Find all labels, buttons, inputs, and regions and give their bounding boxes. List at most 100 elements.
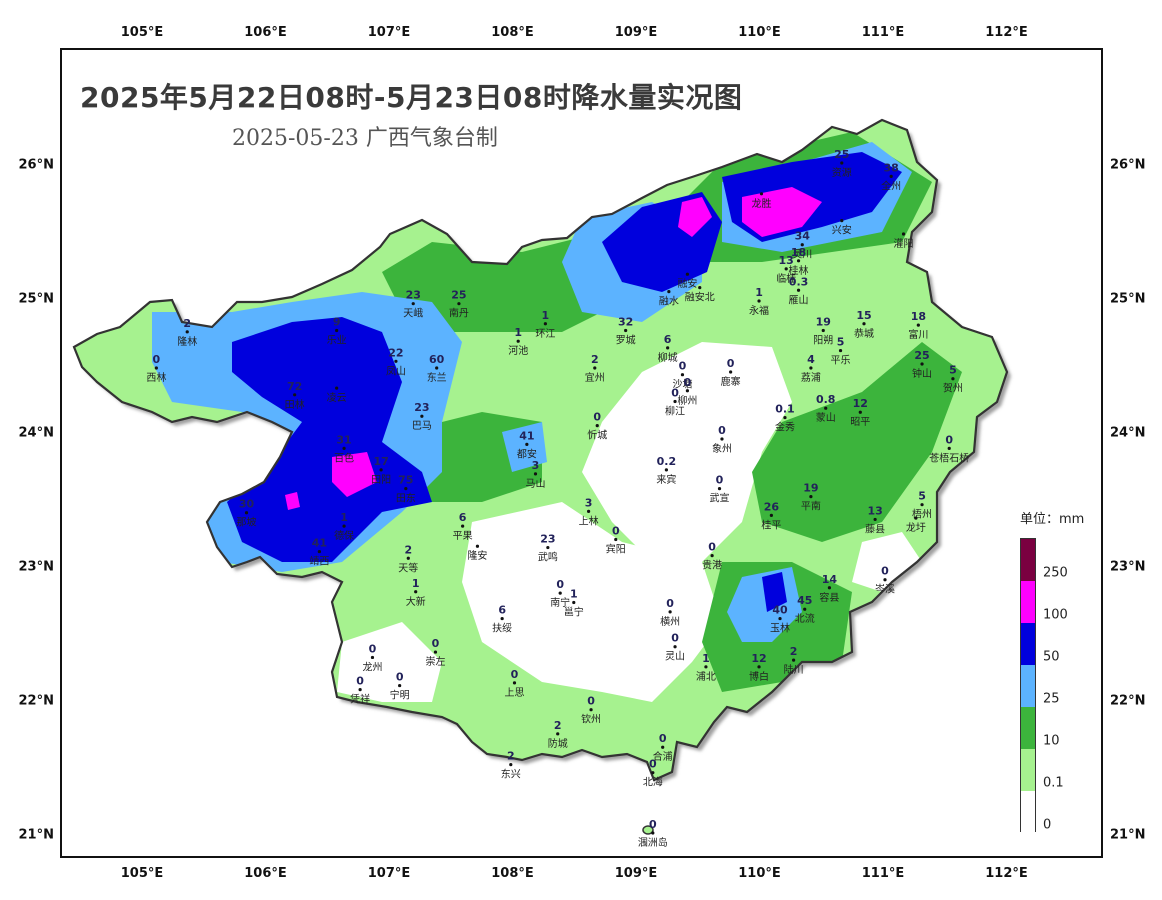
station-marker: 5 平乐 <box>831 336 851 367</box>
station-dot <box>614 537 618 542</box>
station-name: 北流 <box>795 612 815 625</box>
station-name: 防城 <box>548 737 568 750</box>
station-marker: 0 崇左 <box>425 637 445 668</box>
station-marker: 14 容县 <box>819 573 839 604</box>
station-dot <box>680 373 685 377</box>
station-value: 0 <box>727 357 735 370</box>
station-dot <box>589 708 593 712</box>
station-marker: 0 贵港 <box>702 541 722 572</box>
station-value: 0.2 <box>657 455 677 468</box>
station-marker: 34 灵川 <box>792 230 812 261</box>
station-marker: 0 忻城 <box>587 411 607 442</box>
station-name: 龙州 <box>362 660 382 673</box>
lat-tick-right: 24°N <box>1110 425 1146 441</box>
station-name: 容县 <box>819 591 839 604</box>
station-dot <box>595 424 599 428</box>
station-dot <box>398 683 402 688</box>
lon-tick-bottom: 105°E <box>120 866 164 881</box>
station-marker: 5 贺州 <box>943 364 963 395</box>
station-marker: 41 靖西 <box>309 537 329 568</box>
station-marker: 0 鹿寨 <box>721 357 741 388</box>
station-value: 0.3 <box>789 275 809 288</box>
station-dot <box>840 161 844 165</box>
station-marker: 0沙塘 <box>672 360 692 391</box>
station-value: 9 <box>333 315 341 328</box>
station-name: 灌阳 <box>894 238 914 250</box>
station-marker: 1 环江 <box>535 309 555 340</box>
station-value: 0 <box>153 353 161 366</box>
station-marker: 0 西林 <box>146 353 166 384</box>
lon-tick-top: 105°E <box>120 25 164 40</box>
very-heavy-north <box>678 197 712 237</box>
station-dot <box>729 370 733 374</box>
station-name: 玉林 <box>770 622 790 635</box>
station-value: 5 <box>918 490 926 503</box>
station-marker: 13 临桂 <box>776 254 796 285</box>
station-dot <box>624 328 628 333</box>
station-name: 苍梧石桥 <box>929 451 969 464</box>
station-value: 5 <box>837 336 845 349</box>
station-value: 15 <box>856 309 871 322</box>
station-marker: 38 全州 <box>881 161 901 192</box>
station-marker: 23 天峨 <box>403 289 423 320</box>
station-dot <box>543 322 547 326</box>
station-dot <box>317 549 321 554</box>
station-dot <box>800 243 804 247</box>
station-name: 那坡 <box>237 516 257 529</box>
station-value: 19 <box>816 315 831 328</box>
station-name: 乐业 <box>327 334 347 346</box>
station-marker: 30 那坡 <box>237 498 257 529</box>
station-marker: 13 藤县 <box>865 504 885 535</box>
station-dot <box>154 366 158 370</box>
station-name: 藤县 <box>865 523 885 535</box>
station-marker: 兴安 <box>832 219 852 237</box>
lat-tick-right: 22°N <box>1110 693 1146 709</box>
station-value: 0 <box>356 675 364 688</box>
station-dot <box>533 472 538 476</box>
station-marker: 12 昭平 <box>850 397 870 428</box>
station-marker: 0 龙州 <box>362 642 382 673</box>
station-value: 22 <box>388 346 403 359</box>
station-value: 0 <box>671 632 679 645</box>
station-marker: 32 罗城 <box>616 315 636 346</box>
station-marker: 23 武鸣 <box>538 533 558 564</box>
lon-tick-top: 107°E <box>367 25 411 40</box>
station-marker: 9 乐业 <box>327 315 347 346</box>
station-dot <box>803 607 807 611</box>
station-name: 罗城 <box>616 334 636 346</box>
station-name: 宜州 <box>585 371 605 384</box>
station-marker: 12 博白 <box>749 652 769 683</box>
station-marker: 2 防城 <box>548 719 568 750</box>
station-name: 巴马 <box>412 420 432 432</box>
station-value: 4 <box>807 353 815 366</box>
station-marker: 15 恭城 <box>854 309 874 340</box>
station-name: 德保 <box>334 529 354 542</box>
station-marker: 6 扶绥 <box>492 604 512 635</box>
station-dot <box>404 487 408 491</box>
station-value: 72 <box>287 380 302 393</box>
station-name: 东兴 <box>501 768 521 781</box>
station-marker: 45 北流 <box>795 594 815 625</box>
station-marker: 31 百色 <box>334 433 354 464</box>
station-marker: 18 富川 <box>908 310 928 341</box>
very-heavy-tiandong <box>332 452 377 497</box>
station-name: 隆林 <box>177 335 197 348</box>
station-value: 0 <box>587 695 595 708</box>
station-marker: 1 邕宁 <box>564 588 584 619</box>
station-dot <box>947 446 951 450</box>
lat-tick-left: 26°N <box>18 157 54 173</box>
legend-swatch <box>1021 707 1035 749</box>
station-dot <box>433 650 438 654</box>
station-value: 1 <box>542 309 550 322</box>
station-dot <box>951 377 955 381</box>
station-value: 0 <box>649 758 657 771</box>
legend-label: 0 <box>1043 817 1052 833</box>
map-panel[interactable]: 25 资源 38 全州 龙胜 兴安 灌阳 34 灵川 18 桂林 13 临桂 0.3 雁山 1 永福 融安 融水 32… <box>60 48 1103 858</box>
station-marker: 18 桂林 <box>789 246 809 277</box>
station-value: 14 <box>822 573 838 586</box>
station-name: 凭祥 <box>350 693 370 706</box>
station-dot <box>840 219 844 223</box>
station-dot <box>685 272 690 276</box>
station-marker: 2 隆林 <box>177 317 197 348</box>
